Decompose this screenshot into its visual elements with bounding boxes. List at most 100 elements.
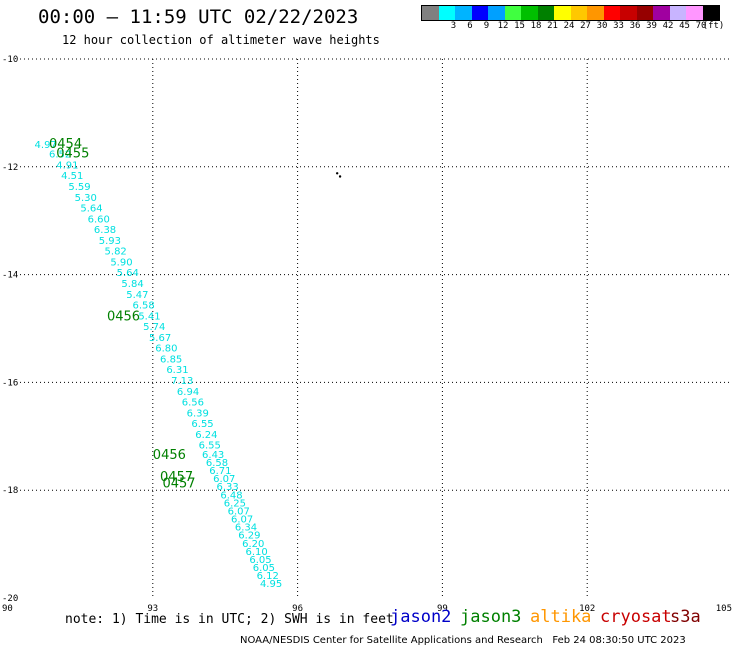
wave-height-value: 5.30 [75,193,97,204]
lon-tick-label: 90 [2,604,13,614]
wave-height-value: 4.97 [35,140,57,151]
satellite-name: s3a [670,607,701,627]
wave-height-value: 6.94 [177,387,199,398]
wave-height-value: 6.56 [182,398,204,409]
wave-height-value: 6.34 [235,523,257,534]
wave-height-value: 6.60 [88,214,110,225]
wave-height-value: 5.84 [121,279,143,290]
wave-height-value: 6.25 [224,498,246,509]
legend-label: 30 [596,21,608,31]
page-subtitle: 12 hour collection of altimeter wave hei… [62,33,380,47]
time-label: 0456 [107,309,140,324]
legend-label: 70 [695,21,707,31]
legend-swatch [471,6,488,20]
legend-swatch [669,6,686,20]
legend-label: 27 [580,21,591,31]
wave-height-value: 6.07 [213,474,235,485]
wave-height-value: 5.90 [110,257,132,268]
lon-tick-label: 96 [292,604,303,614]
satellite-name: cryosat [600,607,672,627]
wave-height-value: 7.13 [171,376,193,387]
lat-tick-label: -10 [2,55,18,65]
satellite-name: jason2 [390,607,452,627]
lat-tick-label: -16 [2,378,18,388]
legend-label: 9 [483,21,490,31]
legend-label: 6 [467,21,473,31]
legend-swatch [603,6,620,20]
legend-swatch [587,6,604,20]
wave-height-value: 6.12 [257,571,279,582]
wave-height-value: 6.71 [209,466,231,477]
wave-height-value: 5.82 [105,247,127,258]
wave-height-value: 4.91 [56,160,78,171]
satellite-name: altika [530,607,592,627]
island-mark [335,172,339,175]
wave-height-value: 6.05 [249,555,271,566]
wave-height-value: 5.41 [138,311,160,322]
wave-height-value: 5.67 [149,333,171,344]
time-label: 0456 [153,448,186,463]
legend-label: 42 [662,21,674,31]
wave-height-value: 5.59 [68,182,90,193]
legend-label: 3 [450,21,457,31]
lat-tick-label: -20 [2,594,18,604]
lon-tick-label: 99 [437,604,448,614]
credit-text: NOAA/NESDIS Center for Satellite Applica… [240,635,686,646]
wave-height-value: 6.07 [228,506,250,517]
legend-swatch [702,6,719,20]
wave-height-value: 4.51 [61,171,83,182]
legend-swatch [537,6,554,20]
wave-height-value: 6.55 [199,441,221,452]
legend-label: 36 [629,21,641,31]
legend-label: 39 [646,21,657,31]
legend-swatch [438,6,455,20]
wave-height-value: 6.58 [133,301,155,312]
wave-height-value: 6.07 [231,515,253,526]
time-label: 0457 [160,470,193,485]
wave-height-value: 6.20 [242,539,264,550]
legend-swatch [521,6,538,20]
lon-tick-label: 102 [579,604,595,614]
lon-tick-label: 105 [716,604,732,614]
wave-height-value: 5.47 [126,290,148,301]
legend-label: 21 [547,21,558,31]
wave-height-value: 6.39 [187,408,209,419]
wave-height-value: 6.10 [245,547,267,558]
legend-swatch [422,6,439,20]
wave-height-value: 6.58 [206,458,228,469]
lon-tick-label: 93 [147,604,158,614]
wave-height-value: 5.74 [143,322,165,333]
legend-label: 18 [530,21,542,31]
wave-height-value: 6.31 [166,365,188,376]
wave-height-value: 6.05 [253,563,275,574]
note-text: note: 1) Time is in UTC; 2) SWH is in fe… [65,612,394,627]
wave-height-value: 5.93 [99,236,121,247]
wave-height-value: 6.38 [94,225,116,236]
legend-label: 24 [563,21,575,31]
legend-label: 12 [497,21,509,31]
legend-label: 33 [613,21,624,31]
lat-tick-label: -14 [2,271,18,281]
legend-swatch [504,6,521,20]
wave-height-value: 6.24 [195,430,217,441]
wave-height-value: 6.33 [217,482,239,493]
wave-height-value: 6.80 [155,344,177,355]
wave-height-value: 5.64 [80,204,102,215]
wave-height-value: 6.29 [238,531,260,542]
legend-label: 45 [679,21,690,31]
time-label: 0455 [56,147,89,162]
wave-height-value: 6.52 [49,150,71,161]
satellite-name: jason3 [460,607,522,627]
legend-label: 15 [514,21,525,31]
wave-height-value: 4.95 [260,579,282,590]
wave-height-value: 6.85 [160,354,182,365]
time-label: 0457 [162,477,195,492]
wave-height-value: 6.55 [191,419,213,430]
page-title: 00:00 — 11:59 UTC 02/22/2023 [38,6,359,28]
legend-swatch [554,6,571,20]
wave-height-value: 5.64 [117,268,139,279]
wave-height-value: 6.48 [220,490,242,501]
wave-height-value: 6.43 [202,450,224,461]
color-legend-bar [421,5,720,21]
